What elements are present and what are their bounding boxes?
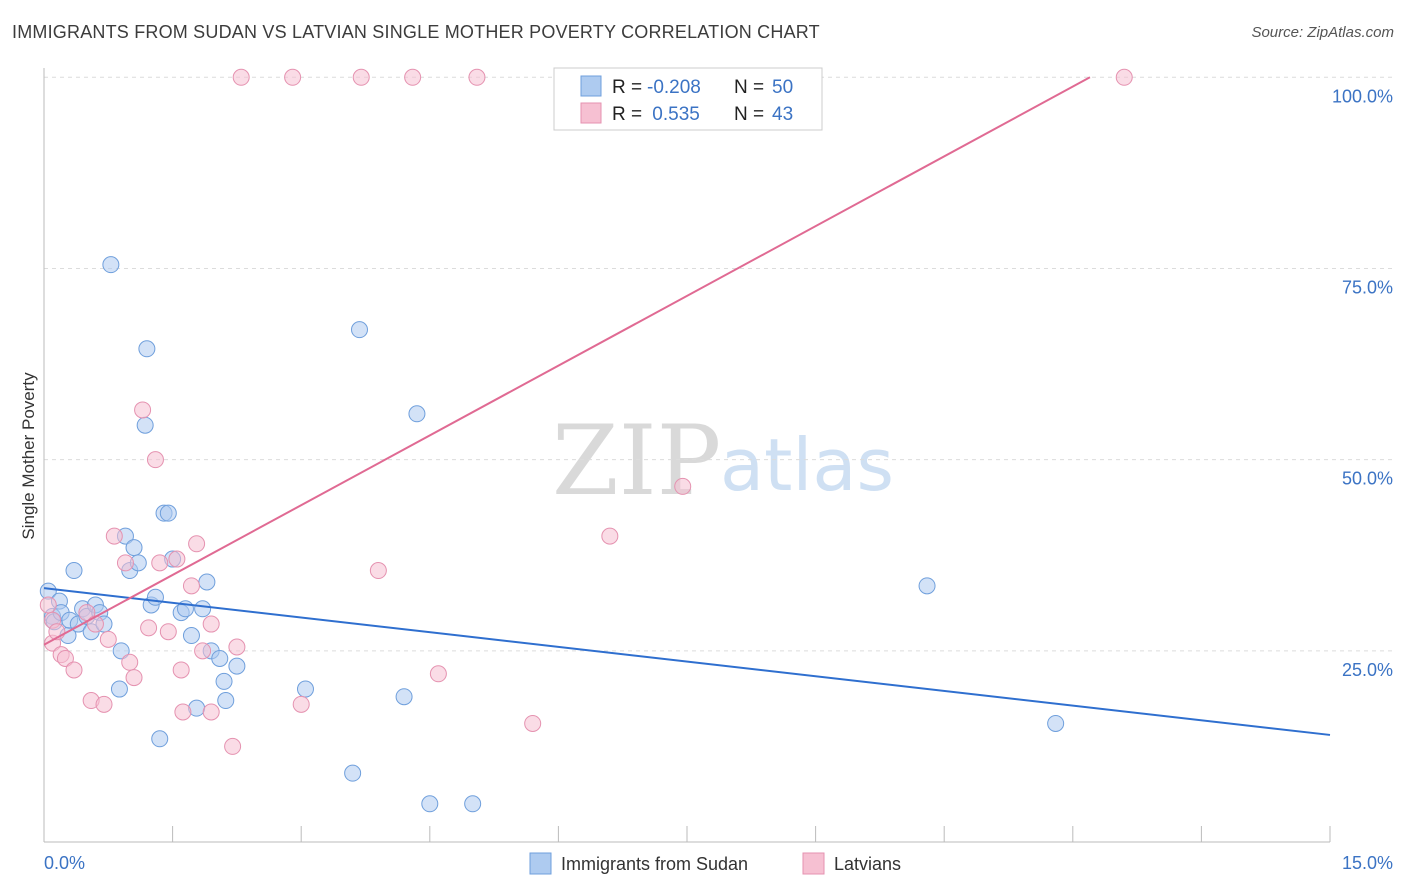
bottom-legend: Immigrants from Sudan Latvians (529, 852, 901, 875)
latvian-point (168, 550, 186, 568)
legend-label-sudan: Immigrants from Sudan (561, 854, 748, 874)
y-tick-label: 100.0% (1332, 86, 1393, 106)
sudan-point (464, 795, 482, 813)
sudan-point (159, 504, 177, 522)
latvian-point (182, 577, 200, 595)
latvian-point (159, 623, 177, 641)
sudan-point (102, 256, 120, 274)
grid (44, 76, 1392, 652)
sudan-point (136, 416, 154, 434)
sudan-point (228, 657, 246, 675)
latvian-point (95, 695, 113, 713)
sudan-point (110, 680, 128, 698)
latvian-point (292, 695, 310, 713)
sudan-point (350, 321, 368, 339)
latvian-point (134, 401, 152, 419)
latvian-point (99, 630, 117, 648)
latvian-point (674, 477, 692, 495)
latvian-point (125, 669, 143, 687)
legend-swatch-sudan (529, 852, 552, 875)
sudan-point (344, 764, 362, 782)
data-points (39, 68, 1133, 813)
latvian-point (601, 527, 619, 545)
sudan-point (182, 627, 200, 645)
sudan-point (125, 539, 143, 557)
latvian-point (194, 642, 212, 660)
sudan-point (918, 577, 936, 595)
sudan-point (215, 672, 233, 690)
sudan-point (421, 795, 439, 813)
latvian-point (524, 714, 542, 732)
watermark: ZIP atlas (552, 405, 894, 517)
sudan-point (151, 730, 169, 748)
latvian-point (151, 554, 169, 572)
latvian-point (1115, 68, 1133, 86)
stats-n-label-latvian: N = (734, 104, 764, 125)
stats-r-value-latvian: 0.535 (647, 104, 700, 125)
latvian-point (468, 68, 486, 86)
y-tick-label: 50.0% (1342, 469, 1393, 489)
sudan-point (65, 562, 83, 580)
latvian-point (284, 68, 302, 86)
stats-r-label-sudan: R = (612, 77, 642, 98)
latvian-point (105, 527, 123, 545)
latvian-point (224, 737, 242, 755)
latvian-point (188, 535, 206, 553)
sudan-point (138, 340, 156, 358)
latvian-point (228, 638, 246, 656)
sudan-point (1047, 714, 1065, 732)
y-tick-label: 75.0% (1342, 277, 1393, 297)
latvian-point (172, 661, 190, 679)
y-tick-label: 25.0% (1342, 660, 1393, 680)
latvian-point (369, 562, 387, 580)
latvian-point (202, 703, 220, 721)
latvian-point (65, 661, 83, 679)
sudan-point (217, 692, 235, 710)
legend-label-latvian: Latvians (834, 854, 901, 874)
stats-n-label-sudan: N = (734, 77, 764, 98)
stats-n-value-sudan: 50 (772, 77, 793, 98)
sudan-point (112, 642, 130, 660)
latvian-point (116, 554, 134, 572)
stats-n-value-latvian: 43 (772, 104, 793, 125)
latvian-point (429, 665, 447, 683)
latvian-point (352, 68, 370, 86)
x-tick-label: 15.0% (1342, 853, 1393, 873)
tick-labels: 25.0% 50.0% 75.0% 100.0% 0.0% 15.0% (44, 86, 1393, 873)
latvian-point (232, 68, 250, 86)
legend-swatch-latvian (802, 852, 825, 875)
sudan-point (296, 680, 314, 698)
stats-swatch-sudan (580, 75, 602, 97)
latvian-point (121, 653, 139, 671)
sudan-point (408, 405, 426, 423)
latvian-point (404, 68, 422, 86)
latvian-point (39, 596, 57, 614)
sudan-point (198, 573, 216, 591)
latvian-trend-line (43, 76, 1091, 646)
trend-lines (43, 76, 1331, 736)
y-axis-label: Single Mother Poverty (19, 372, 38, 540)
sudan-point (146, 588, 164, 606)
stats-r-label-latvian: R = (612, 104, 642, 125)
source-credit: Source: ZipAtlas.com (1251, 24, 1394, 41)
latvian-point (86, 615, 104, 633)
latvian-point (140, 619, 158, 637)
watermark-atlas: atlas (720, 423, 894, 507)
latvian-point (174, 703, 192, 721)
sudan-point (194, 600, 212, 618)
latvian-point (202, 615, 220, 633)
latvian-point (146, 451, 164, 469)
sudan-trend-line (43, 587, 1331, 736)
latvian-point (56, 649, 74, 667)
x-tick-label: 0.0% (44, 853, 85, 873)
sudan-point (395, 688, 413, 706)
stats-legend: R = -0.208 N = 50 R = 0.535 N = 43 (553, 67, 823, 131)
stats-r-value-sudan: -0.208 (647, 77, 701, 98)
chart-title: IMMIGRANTS FROM SUDAN VS LATVIAN SINGLE … (12, 22, 820, 42)
axes (43, 68, 1331, 843)
sudan-point (211, 649, 229, 667)
stats-swatch-latvian (580, 102, 602, 124)
watermark-zip: ZIP (552, 405, 721, 517)
